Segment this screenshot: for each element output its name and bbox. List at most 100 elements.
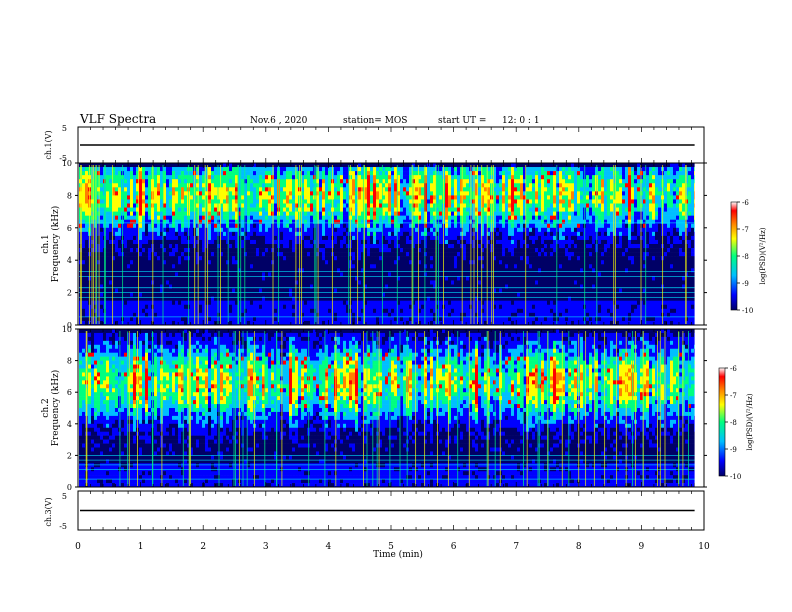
spectrogram-cell: [124, 215, 128, 220]
spectrogram-cell: [196, 195, 200, 200]
spectrogram-cell: [223, 171, 227, 176]
spectrogram-cell: [148, 304, 152, 310]
spectrogram-cell: [238, 179, 242, 184]
spectrogram-cell: [328, 239, 332, 245]
spectrogram-cell: [85, 292, 89, 297]
spectrogram-cell: [133, 167, 137, 172]
spectrogram-cell: [361, 272, 365, 277]
spectrogram-cell: [160, 244, 164, 249]
spectrogram-cell: [358, 215, 362, 220]
spectrogram-cell: [328, 260, 332, 265]
spectrogram-cell: [274, 227, 278, 233]
spectrogram-cell: [166, 207, 170, 212]
spectrogram-cell: [235, 284, 239, 289]
spectrogram-cell: [232, 256, 236, 261]
spectrogram-cell: [427, 276, 431, 281]
spectrogram-cell: [154, 296, 158, 301]
spectrogram-cell: [343, 264, 347, 269]
spectrogram-cell: [208, 252, 212, 257]
spectrogram-cell: [355, 175, 359, 180]
spectrogram-cell: [211, 195, 215, 200]
spectrogram-cell: [397, 195, 401, 200]
spectrogram-cell: [364, 304, 368, 310]
spectrogram-cell: [181, 171, 185, 176]
spectrogram-cell: [334, 199, 338, 204]
spectrogram-cell: [241, 211, 245, 216]
spectrogram-cell: [304, 227, 308, 233]
spectrogram-cell: [355, 288, 359, 293]
spectrogram-cell: [358, 175, 362, 180]
spectrogram-cell: [205, 227, 209, 233]
spectrogram-cell: [112, 264, 116, 269]
spectrogram-cell: [226, 264, 230, 269]
spectrogram-cell: [391, 219, 395, 225]
spectrogram-cell: [163, 211, 167, 216]
spectrogram-cell: [136, 280, 140, 285]
spectrogram-cell: [394, 183, 398, 188]
spectrogram-cell: [127, 215, 131, 220]
spectrogram-cell: [382, 227, 386, 233]
spectrogram-cell: [379, 187, 383, 192]
spectrogram-cell: [325, 268, 329, 273]
spectrogram-cell: [106, 163, 110, 168]
spectrogram-cell: [196, 179, 200, 184]
spectrogram-cell: [139, 215, 143, 220]
spectrogram-cell: [202, 276, 206, 281]
spectrogram-cell: [274, 219, 278, 225]
spectrogram-cell: [301, 312, 305, 318]
spectrogram-cell: [409, 276, 413, 281]
spectrogram-cell: [85, 219, 89, 225]
spectrogram-cell: [181, 187, 185, 192]
spectrogram-cell: [205, 175, 209, 180]
spectrogram-cell: [184, 252, 188, 257]
spectrogram-cell: [394, 167, 398, 172]
spectrogram-cell: [259, 264, 263, 269]
spectrogram-cell: [109, 195, 113, 200]
spectrogram-cell: [214, 183, 218, 188]
spectrogram-cell: [328, 272, 332, 277]
spectrogram-cell: [262, 191, 266, 196]
spectrogram-cell: [178, 231, 182, 237]
spectrogram-cell: [202, 211, 206, 216]
spectrogram-cell: [292, 235, 296, 241]
spectrogram-cell: [415, 227, 419, 233]
spectrogram-cell: [145, 175, 149, 180]
spectrogram-cell: [328, 252, 332, 257]
spectrogram-cell: [247, 312, 251, 318]
spectrogram-cell: [133, 191, 137, 196]
spectrogram-cell: [301, 256, 305, 261]
spectrogram-cell: [196, 215, 200, 220]
spectrogram-cell: [355, 308, 359, 314]
spectrogram-cell: [91, 179, 95, 184]
spectrogram-cell: [346, 191, 350, 196]
spectrogram-cell: [352, 256, 356, 261]
spectrogram-cell: [421, 227, 425, 233]
spectrogram-cell: [307, 264, 311, 269]
spectrogram-cell: [229, 199, 233, 204]
spectrogram-cell: [115, 163, 119, 168]
spectrogram-cell: [304, 175, 308, 180]
spectrogram-cell: [352, 316, 356, 322]
spectrogram-cell: [166, 163, 170, 168]
spectrogram-cell: [160, 219, 164, 225]
spectrogram-cell: [310, 292, 314, 297]
spectrogram-cell: [355, 227, 359, 233]
spectrogram-cell: [247, 235, 251, 241]
spectrogram-cell: [145, 227, 149, 233]
spectrogram-cell: [196, 312, 200, 318]
spectrogram-cell: [289, 215, 293, 220]
spectrogram-cell: [322, 235, 326, 241]
spectrogram-cell: [190, 163, 194, 168]
spectrogram-cell: [397, 191, 401, 196]
spectrogram-cell: [307, 268, 311, 273]
spectrogram-cell: [337, 300, 341, 306]
spectrogram-cell: [106, 231, 110, 237]
spectrogram-cell: [274, 244, 278, 249]
spectrogram-cell: [400, 163, 404, 168]
spectrogram-cell: [112, 248, 116, 253]
spectrogram-cell: [202, 183, 206, 188]
spectrogram-cell: [307, 320, 311, 326]
spectrogram-cell: [244, 163, 248, 168]
spectrogram-cell: [181, 296, 185, 301]
spectrogram-cell: [346, 272, 350, 277]
